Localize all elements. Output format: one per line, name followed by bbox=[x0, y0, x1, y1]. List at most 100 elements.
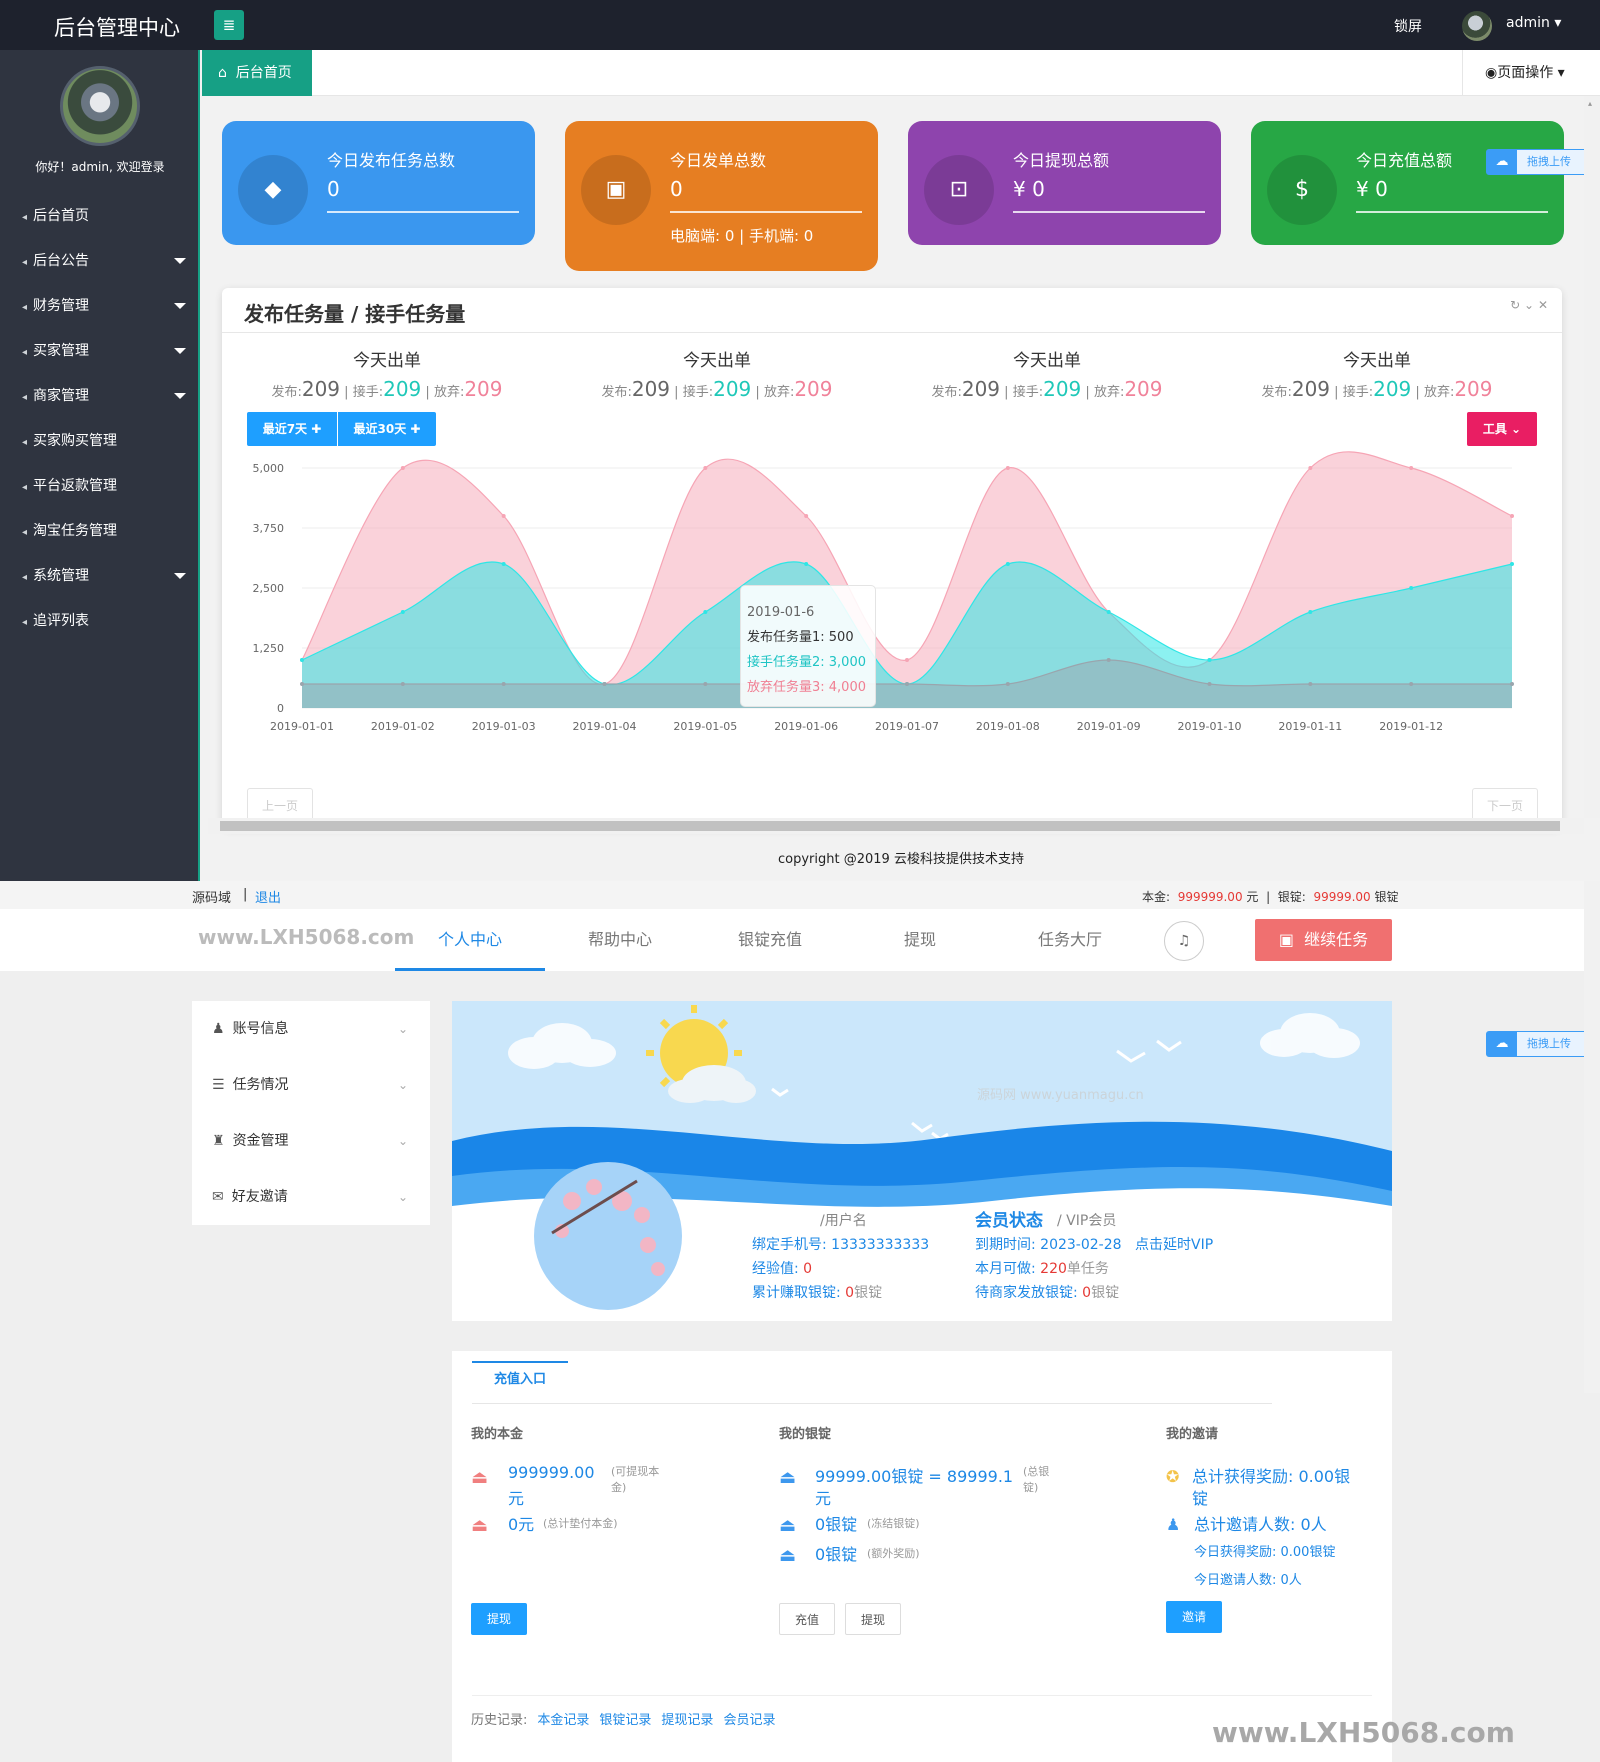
ingot-column: 我的银锭 ⏏ 99999.00银锭 = 89999.1 元 (总银锭) ⏏ 0银… bbox=[779, 1423, 1079, 1635]
page-operations-dropdown[interactable]: ◉页面操作 ▾ bbox=[1462, 50, 1600, 96]
data-point[interactable] bbox=[804, 514, 809, 518]
nav-tab[interactable]: 银锭充值 bbox=[737, 930, 802, 949]
advance-note: (总计垫付本金) bbox=[543, 1517, 618, 1530]
history-link[interactable]: 本金记录 bbox=[537, 1713, 590, 1728]
sidebar-item[interactable]: ◂ 买家管理 bbox=[0, 329, 198, 374]
left-menu-item[interactable]: ☰ 任务情况 ⌄ bbox=[192, 1057, 430, 1113]
list-icon: ☰ bbox=[212, 1077, 225, 1093]
data-point[interactable] bbox=[602, 682, 607, 686]
balance-summary: 本金: 999999.00 元 | 银锭: 99999.00 银锭 bbox=[1142, 890, 1399, 904]
data-point[interactable] bbox=[1207, 658, 1212, 662]
extend-vip-link[interactable]: 点击延时VIP bbox=[1135, 1237, 1214, 1253]
left-menu-item[interactable]: ♜ 资金管理 ⌄ bbox=[192, 1113, 430, 1169]
tab-home[interactable]: ⌂ 后台首页 bbox=[202, 50, 312, 96]
horizontal-scrollbar[interactable] bbox=[208, 818, 1584, 834]
sidebar-item[interactable]: ◂ 平台返款管理 bbox=[0, 464, 198, 509]
pending-label: 待商家发放银锭: bbox=[975, 1285, 1078, 1301]
data-point[interactable] bbox=[905, 658, 909, 662]
data-point[interactable] bbox=[1308, 682, 1313, 686]
tooltip-line-2: 接手任务量2: 3,000 bbox=[747, 655, 866, 670]
data-point[interactable] bbox=[1409, 586, 1414, 590]
history-link[interactable]: 提现记录 bbox=[661, 1713, 714, 1728]
tooltip-line-1: 发布任务量1: 500 bbox=[747, 630, 854, 645]
ingot-withdraw-button[interactable]: 提现 bbox=[845, 1603, 901, 1635]
data-point[interactable] bbox=[400, 466, 405, 470]
data-point[interactable] bbox=[804, 562, 809, 566]
data-point[interactable] bbox=[1409, 682, 1414, 686]
user-menu[interactable]: admin ▾ bbox=[1506, 15, 1561, 31]
nav-tab[interactable]: 个人中心 bbox=[395, 909, 545, 971]
tab-recharge[interactable]: 充值入口 bbox=[472, 1361, 568, 1397]
drag-upload-button[interactable]: ☁ 拖拽上传 bbox=[1486, 149, 1590, 175]
site-logo[interactable]: www.LXH5068.com bbox=[198, 925, 415, 949]
withdraw-button[interactable]: 提现 bbox=[471, 1603, 527, 1635]
data-point[interactable] bbox=[1106, 610, 1111, 614]
stat-card-value: ¥ 0 bbox=[1013, 177, 1045, 201]
data-point[interactable] bbox=[703, 682, 708, 686]
refresh-icon[interactable]: ↻ bbox=[1510, 298, 1521, 312]
sidebar-item-label: 后台首页 bbox=[33, 208, 90, 224]
left-menu-item[interactable]: ✉ 好友邀请 ⌄ bbox=[192, 1169, 430, 1225]
menu-toggle-button[interactable]: ≣ bbox=[214, 10, 244, 40]
data-point[interactable] bbox=[1308, 466, 1313, 470]
drop-value: 209 bbox=[1454, 377, 1493, 401]
lock-screen-link[interactable]: 锁屏 bbox=[1394, 19, 1422, 35]
history-link[interactable]: 银锭记录 bbox=[599, 1713, 652, 1728]
sidebar-item[interactable]: ◂ 追评列表 bbox=[0, 599, 198, 644]
sidebar-item[interactable]: ◂ 后台首页 bbox=[0, 194, 198, 239]
data-point[interactable] bbox=[1005, 466, 1010, 470]
vertical-scrollbar-2[interactable] bbox=[1584, 881, 1600, 1393]
data-point[interactable] bbox=[1308, 610, 1313, 614]
publish-label: 发布: bbox=[271, 385, 302, 400]
logout-link[interactable]: 退出 bbox=[255, 891, 282, 906]
scroll-up-icon[interactable]: ▴ bbox=[1588, 99, 1593, 108]
nav-tab[interactable]: 任务大厅 bbox=[1037, 930, 1102, 949]
sidebar-item[interactable]: ◂ 财务管理 bbox=[0, 284, 198, 329]
data-point[interactable] bbox=[703, 466, 708, 470]
data-point[interactable] bbox=[703, 610, 708, 614]
nav-tab[interactable]: 帮助中心 bbox=[587, 930, 652, 949]
exp-value: 0 bbox=[803, 1261, 813, 1277]
data-point[interactable] bbox=[1510, 562, 1514, 566]
prev-page-button[interactable]: 上一页 bbox=[247, 788, 313, 822]
data-point[interactable] bbox=[400, 610, 405, 614]
sidebar-item[interactable]: ◂ 后台公告 bbox=[0, 239, 198, 284]
data-point[interactable] bbox=[1106, 658, 1111, 662]
data-point[interactable] bbox=[400, 682, 405, 686]
data-point[interactable] bbox=[905, 682, 909, 686]
data-point[interactable] bbox=[1207, 682, 1212, 686]
close-icon[interactable]: ✕ bbox=[1537, 298, 1548, 312]
x-tick-label: 2019-01-02 bbox=[371, 720, 435, 733]
scroll-thumb[interactable] bbox=[220, 821, 1560, 831]
tools-button[interactable]: 工具 ⌄ bbox=[1467, 412, 1537, 446]
user-avatar[interactable] bbox=[1462, 11, 1492, 41]
data-point[interactable] bbox=[1510, 514, 1514, 518]
recharge-button[interactable]: 充值 bbox=[779, 1603, 835, 1635]
bell-icon[interactable]: ♫ bbox=[1164, 921, 1204, 961]
data-point[interactable] bbox=[1409, 466, 1414, 470]
vertical-scrollbar[interactable]: ▴ bbox=[1584, 96, 1600, 818]
left-menu-item[interactable]: ♟ 账号信息 ⌄ bbox=[192, 1001, 430, 1057]
data-point[interactable] bbox=[501, 514, 506, 518]
principal-heading: 我的本金 bbox=[471, 1427, 524, 1442]
data-point[interactable] bbox=[501, 562, 506, 566]
data-point[interactable] bbox=[501, 682, 506, 686]
data-point[interactable] bbox=[300, 658, 304, 662]
last-7-days-button[interactable]: 最近7天 ✚ bbox=[247, 412, 337, 446]
sidebar-item[interactable]: ◂ 买家购买管理 bbox=[0, 419, 198, 464]
sidebar-item[interactable]: ◂ 系统管理 bbox=[0, 554, 198, 599]
data-point[interactable] bbox=[1005, 562, 1010, 566]
data-point[interactable] bbox=[1005, 682, 1010, 686]
nav-tab[interactable]: 提现 bbox=[903, 930, 936, 949]
data-point[interactable] bbox=[1510, 682, 1514, 686]
history-link[interactable]: 会员记录 bbox=[723, 1713, 776, 1728]
sidebar-item[interactable]: ◂ 淘宝任务管理 bbox=[0, 509, 198, 554]
next-page-button[interactable]: 下一页 bbox=[1472, 788, 1538, 822]
data-point[interactable] bbox=[300, 682, 304, 686]
invite-button[interactable]: 邀请 bbox=[1166, 1601, 1222, 1633]
continue-task-button[interactable]: ▣ 继续任务 bbox=[1255, 919, 1392, 961]
last-30-days-button[interactable]: 最近30天 ✚ bbox=[338, 412, 436, 446]
drag-upload-button-2[interactable]: ☁ 拖拽上传 bbox=[1486, 1031, 1590, 1057]
collapse-icon[interactable]: ⌄ bbox=[1524, 298, 1535, 312]
sidebar-item[interactable]: ◂ 商家管理 bbox=[0, 374, 198, 419]
